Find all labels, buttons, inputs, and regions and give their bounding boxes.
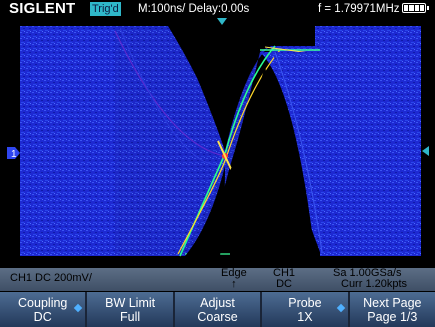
softkey-menu: Coupling DC BW Limit Full Adjust Coarse …	[0, 292, 435, 327]
upper-clear-region	[168, 26, 260, 144]
trigger-type-label: Edge	[221, 267, 247, 279]
trigger-coupling-label: DC	[276, 278, 292, 290]
crossing-glow	[217, 140, 233, 172]
channel-scale-readout: CH1 DC 200mV/	[10, 272, 92, 284]
frequency-readout: f = 1.79971MHz	[318, 3, 400, 15]
coupling-softkey[interactable]: Coupling DC	[0, 292, 86, 327]
lower-clear-region	[230, 66, 320, 256]
softkey-value: DC	[33, 309, 52, 324]
falling-edge-trace-2	[119, 27, 226, 166]
trigger-type-readout: Edge ↑	[221, 268, 247, 290]
battery-icon	[402, 3, 429, 13]
trigger-channel-label: CH1	[273, 267, 296, 279]
trigger-slope-icon: ↑	[231, 278, 237, 290]
right-fall-fill-front	[272, 52, 350, 252]
sample-rate-label: Sa 1.00GSa/s	[333, 267, 402, 279]
status-bar: SIGLENT Trig'd M:100ns/ Delay:0.00s f = …	[0, 0, 435, 18]
softkey-value: Full	[120, 309, 141, 324]
trigger-source-readout: CH1 DC	[273, 268, 295, 290]
softkey-value: Coarse	[197, 309, 238, 324]
persistence-waveform	[20, 26, 421, 257]
bw-limit-softkey[interactable]: BW Limit Full	[87, 292, 173, 327]
brand-logo: SIGLENT	[9, 0, 76, 17]
softkey-label: Probe	[288, 295, 322, 310]
softkey-label: Next Page	[363, 295, 422, 310]
softkey-label: Coupling	[18, 295, 68, 310]
right-fall-trace	[274, 51, 323, 253]
waveform-display	[20, 26, 421, 266]
next-page-softkey[interactable]: Next Page Page 1/3	[349, 292, 435, 327]
channel-info-bar: CH1 DC 200mV/ Edge ↑ CH1 DC Sa 1.00GSa/s…	[0, 268, 435, 291]
trigger-level-marker-icon[interactable]	[422, 146, 429, 156]
probe-softkey[interactable]: Probe 1X	[262, 292, 348, 327]
memory-depth-label: Curr 1.20kpts	[341, 278, 408, 290]
lower-left-clear	[185, 166, 225, 256]
falling-edge-envelope	[115, 26, 225, 256]
falling-edge-trace	[114, 30, 226, 157]
softkey-value: 1X	[297, 309, 313, 324]
timebase-readout: M:100ns/ Delay:0.00s	[138, 3, 250, 15]
trigger-status-badge: Trig'd	[90, 2, 121, 16]
channel-1-offset-marker-icon[interactable]: 1	[7, 146, 20, 160]
adjust-softkey[interactable]: Adjust Coarse	[174, 292, 261, 327]
softkey-value: Page 1/3	[367, 309, 418, 324]
softkey-label: BW Limit	[105, 295, 156, 310]
svg-text:1: 1	[11, 149, 17, 159]
high-level-band-left	[20, 26, 115, 256]
acquisition-readout: Sa 1.00GSa/s Curr 1.20kpts	[333, 268, 407, 290]
trigger-position-marker-icon	[217, 18, 227, 25]
softkey-label: Adjust	[200, 295, 235, 310]
